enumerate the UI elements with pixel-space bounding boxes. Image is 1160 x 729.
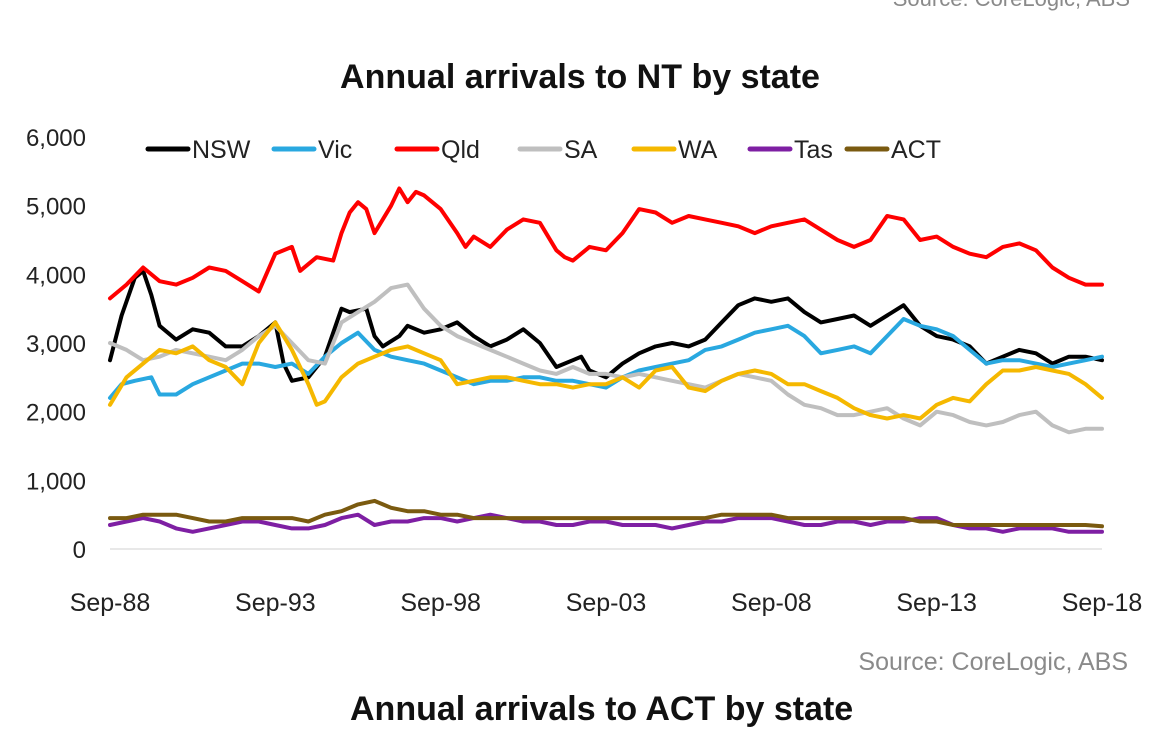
x-tick-label: Sep-93 <box>235 589 316 617</box>
legend-label-vic: Vic <box>318 136 352 164</box>
legend-label-wa: WA <box>678 136 718 164</box>
source-note-top: Source: CoreLogic, ABS <box>893 0 1130 12</box>
legend-label-act: ACT <box>891 136 941 164</box>
x-tick-label: Sep-18 <box>1062 589 1143 617</box>
y-tick-label: 3,000 <box>26 331 86 358</box>
legend-label-tas: Tas <box>794 136 833 164</box>
y-tick-label: 6,000 <box>26 125 86 152</box>
series-line-act <box>108 498 1104 529</box>
y-tick-label: 2,000 <box>26 400 86 427</box>
y-tick-label: 4,000 <box>26 262 86 289</box>
y-tick-label: 0 <box>73 537 86 564</box>
next-chart-title-partial: Annual arrivals to ACT by state <box>350 690 854 728</box>
series-line-wa <box>108 320 1104 421</box>
source-note-bottom: Source: CoreLogic, ABS <box>858 648 1128 676</box>
legend-label-qld: Qld <box>441 136 480 164</box>
series-line-sa <box>108 282 1104 435</box>
line-chart: 0 1,000 2,000 3,000 4,000 5,000 6,000 Sep-88 Sep… <box>26 125 1143 617</box>
x-tick-label: Sep-13 <box>896 589 977 617</box>
legend-label-sa: SA <box>564 136 598 164</box>
series-line-tas <box>108 512 1104 534</box>
y-tick-label: 5,000 <box>26 194 86 221</box>
x-tick-label: Sep-88 <box>70 589 151 617</box>
chart-figure: Source: CoreLogic, ABS Annual arrivals t… <box>26 0 1143 728</box>
y-tick-label: 1,000 <box>26 468 86 495</box>
legend-label-nsw: NSW <box>192 136 251 164</box>
series-line-qld <box>108 186 1104 301</box>
x-tick-label: Sep-08 <box>731 589 812 617</box>
x-tick-label: Sep-98 <box>400 589 481 617</box>
chart-title: Annual arrivals to NT by state <box>340 58 820 96</box>
x-tick-label: Sep-03 <box>566 589 647 617</box>
